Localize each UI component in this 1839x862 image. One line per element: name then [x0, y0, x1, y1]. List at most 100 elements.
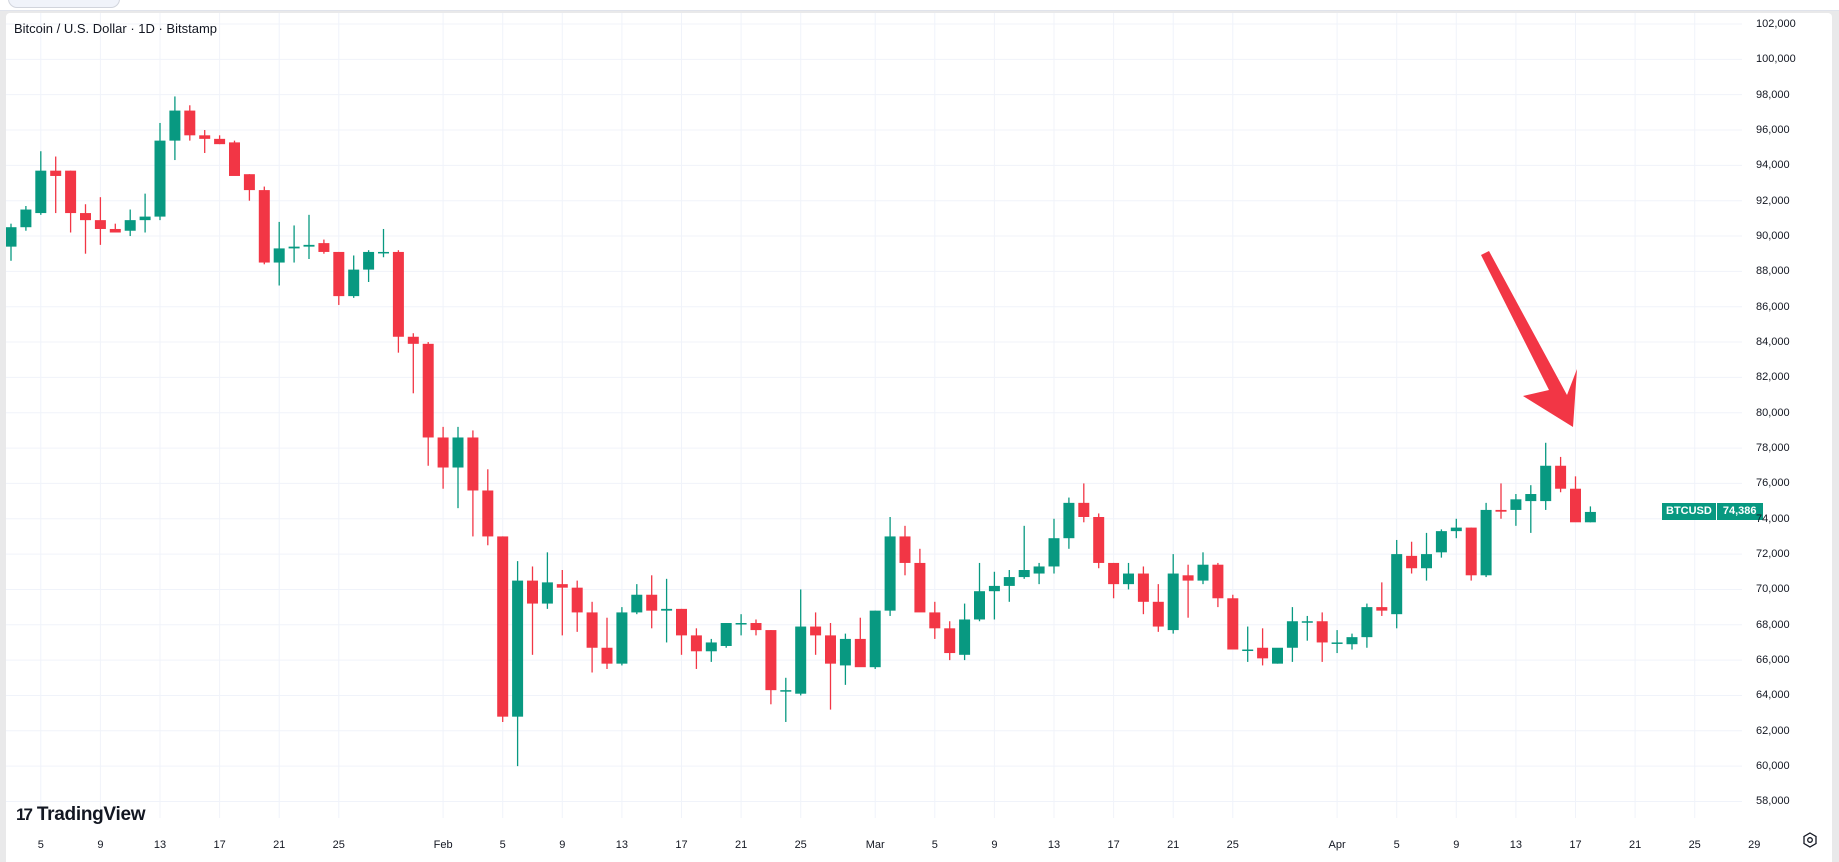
candle: [199, 135, 211, 139]
candle: [1063, 502, 1075, 539]
tradingview-logo-text: TradingView: [36, 804, 146, 825]
candle: [631, 594, 643, 613]
candle: [422, 343, 434, 438]
time-tick-label: 25: [1688, 839, 1701, 851]
time-tick-label: 25: [794, 839, 807, 851]
candle: [303, 244, 315, 247]
candle: [407, 336, 419, 344]
candle: [1048, 538, 1060, 567]
candle: [1033, 566, 1045, 574]
candle: [690, 635, 702, 652]
price-tick-label: 78,000: [1756, 442, 1790, 455]
candle: [80, 213, 91, 221]
price-tick-label: 82,000: [1756, 371, 1790, 384]
candle: [780, 690, 792, 692]
candlestick-chart: [6, 13, 1742, 818]
candle: [1003, 577, 1015, 586]
time-axis[interactable]: 5 9 13 17 21 25 Feb 5 9 13 17 21 25 Mar 5 9 13 17 21 25 Apr 5…: [6, 818, 1817, 862]
price-tick-label: 88,000: [1756, 265, 1790, 278]
candle: [1212, 564, 1224, 599]
time-tick-label: 17: [675, 839, 688, 851]
candle: [541, 582, 553, 604]
candle: [974, 591, 985, 620]
candle: [1108, 562, 1120, 585]
chart-pane[interactable]: Bitcoin / U.S. Dollar · 1D · Bitstamp 17…: [6, 13, 1742, 825]
price-tick-label: 102,000: [1756, 18, 1796, 30]
candle: [35, 170, 47, 214]
candle: [50, 170, 62, 176]
candle: [1495, 509, 1507, 512]
candle: [795, 626, 807, 694]
candle: [1584, 511, 1596, 523]
candle: [288, 246, 300, 249]
candle: [884, 536, 896, 611]
candle: [720, 623, 732, 646]
candle: [1361, 607, 1373, 638]
candle: [1406, 555, 1418, 569]
candle: [1391, 554, 1403, 615]
price-tick-label: 66,000: [1756, 654, 1790, 667]
candle: [735, 623, 747, 625]
candle: [750, 623, 762, 631]
chart-settings-button[interactable]: [1802, 832, 1818, 848]
candle: [646, 594, 658, 611]
last-price-badge: BTCUSD 74,386: [1662, 503, 1763, 521]
candle: [1301, 621, 1313, 623]
price-tick-label: 62,000: [1756, 724, 1790, 737]
candle: [154, 140, 166, 217]
candle: [1152, 601, 1164, 627]
time-tick-label: 9: [991, 839, 998, 851]
candle: [825, 635, 836, 664]
candle: [1480, 509, 1492, 576]
time-tick-label: 5: [931, 839, 938, 851]
time-tick-label: 9: [97, 839, 104, 851]
candle: [810, 626, 822, 636]
last-price-symbol: BTCUSD: [1662, 503, 1716, 521]
candle: [854, 638, 866, 668]
time-tick-label: 21: [734, 839, 748, 851]
time-tick-label: 5: [1393, 839, 1400, 851]
candle: [527, 580, 538, 604]
candle: [497, 536, 509, 717]
candle: [467, 437, 479, 491]
price-tick-label: 68,000: [1756, 618, 1790, 631]
symbol-search-pill[interactable]: [8, 0, 120, 8]
candle: [1167, 573, 1179, 631]
candle: [1316, 621, 1328, 643]
candle: [6, 227, 17, 247]
candle: [586, 612, 598, 648]
price-tick-label: 92,000: [1756, 194, 1790, 207]
time-tick-label: 13: [153, 839, 167, 851]
candle: [258, 190, 270, 263]
candle: [705, 642, 717, 652]
candle: [601, 647, 613, 664]
candle: [1093, 516, 1105, 563]
tradingview-logo[interactable]: 17 TradingView: [16, 804, 146, 826]
price-tick-label: 64,000: [1756, 689, 1790, 702]
time-tick-label: 17: [1569, 839, 1582, 851]
candle: [214, 138, 226, 145]
price-tick-label: 60,000: [1756, 760, 1790, 773]
price-axis[interactable]: BTCUSD 74,386 102,000 100,000 98,000 96,000…: [1662, 13, 1832, 818]
candle: [363, 251, 375, 270]
candle: [392, 251, 404, 337]
candle: [318, 243, 330, 252]
candle: [1555, 465, 1567, 489]
time-tick-label: 17: [1107, 839, 1120, 851]
gear-icon: [1803, 832, 1817, 848]
candle: [765, 630, 777, 691]
time-tick-label: 17: [213, 839, 226, 851]
candle: [65, 170, 77, 214]
candle: [839, 638, 851, 666]
time-tick-label: 21: [273, 839, 286, 851]
time-tick-label: 13: [615, 839, 629, 851]
candle: [139, 216, 151, 221]
candle: [184, 110, 196, 136]
chart-legend: Bitcoin / U.S. Dollar · 1D · Bitstamp: [14, 21, 217, 36]
candle: [1450, 527, 1462, 532]
candle: [661, 608, 673, 611]
time-tick-label: 5: [37, 839, 44, 851]
last-price-value: 74,386: [1715, 503, 1763, 521]
time-tick-label: 9: [559, 839, 566, 851]
time-tick-label: Apr: [1328, 839, 1346, 851]
